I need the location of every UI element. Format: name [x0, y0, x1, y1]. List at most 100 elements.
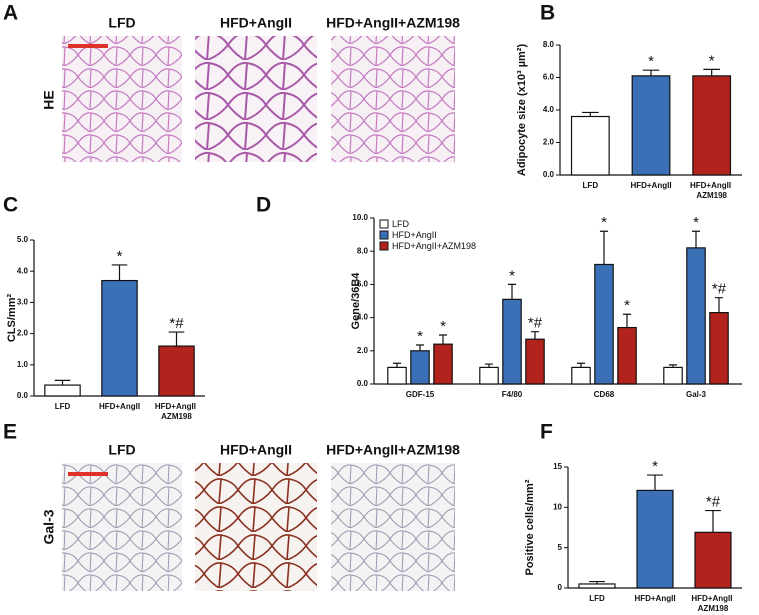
bar — [709, 312, 729, 385]
bar — [158, 345, 195, 397]
bar — [387, 366, 407, 385]
y-tick-label: 3.0 — [17, 298, 29, 307]
x-tick-label: HFD+AngII AZM198 — [155, 402, 198, 421]
column-label: HFD+AngII+AZM198 — [326, 442, 460, 458]
column-label: HFD+AngII — [220, 15, 292, 31]
y-axis-label: CLS/mm² — [6, 294, 18, 343]
panel-letter: E — [3, 421, 17, 444]
significance-label: * — [693, 214, 699, 231]
histology-image — [62, 463, 182, 591]
y-tick-label: 0 — [558, 583, 563, 592]
y-tick-label: 5 — [558, 543, 563, 552]
bar — [44, 384, 81, 397]
histology-image — [195, 463, 317, 591]
error-bar — [530, 331, 540, 340]
y-tick-label: 4.0 — [543, 105, 555, 114]
panel-letter: F — [540, 421, 553, 444]
x-tick-label: LFD — [589, 594, 605, 603]
column-label: HFD+AngII — [220, 442, 292, 458]
y-axis-label: Adipocyte size (x10³ µm²) — [516, 44, 528, 177]
error-bar — [438, 334, 448, 345]
error-bar — [576, 362, 586, 368]
error-bar — [54, 379, 71, 386]
error-bar — [714, 297, 724, 313]
x-tick-label: GDF-15 — [406, 390, 435, 399]
y-tick-label: 2.0 — [17, 329, 29, 338]
y-tick-label: 0.0 — [543, 170, 555, 179]
chart: 0.0 1.0 2.0 3.0 4.0 5.0 CLS/mm² LFD HFD+AngII * HF… — [6, 235, 205, 421]
y-tick-label: 1.0 — [17, 360, 29, 369]
error-bar — [484, 363, 494, 368]
error-bar — [415, 344, 425, 351]
y-tick-label: 10 — [553, 502, 562, 511]
legend-swatch — [379, 241, 389, 251]
x-tick-label: HFD+AngII — [99, 402, 140, 411]
histology-image — [331, 463, 455, 591]
x-tick-label: HFD+AngII — [630, 181, 671, 190]
error-bar — [622, 313, 632, 328]
bar — [692, 75, 732, 176]
y-tick-label: 6.0 — [543, 73, 555, 82]
bar — [578, 583, 616, 589]
error-bar — [392, 362, 402, 368]
y-tick-label: 2.0 — [357, 346, 369, 355]
x-tick-label: F4/80 — [502, 390, 523, 399]
row-label: HE — [41, 90, 57, 109]
y-tick-label: 8.0 — [357, 246, 369, 255]
significance-label: * — [440, 318, 446, 335]
error-bar — [705, 509, 721, 533]
error-bar — [599, 230, 609, 265]
bar — [631, 75, 671, 176]
bar — [502, 298, 522, 385]
histology-image — [195, 36, 317, 162]
error-bar — [582, 111, 599, 117]
significance-label: *# — [706, 494, 721, 511]
y-tick-label: 10.0 — [352, 213, 368, 222]
panel-letter: C — [3, 194, 18, 217]
image-row-gal3: LFD HFD+AngII HFD+AngII+AZM198 Gal-3 — [41, 442, 460, 591]
chart: 0.0 2.0 4.0 6.0 8.0 10.0 Gene/36B4 GDF-15 * * F4/8… — [350, 213, 742, 399]
significance-label: * — [601, 214, 607, 231]
y-axis-label: Positive cells/mm² — [524, 479, 536, 575]
significance-label: * — [652, 458, 658, 475]
bar — [433, 343, 453, 385]
column-label: LFD — [108, 15, 135, 31]
significance-label: *# — [169, 315, 184, 332]
error-bar — [507, 283, 517, 300]
panel-letter: B — [540, 2, 555, 25]
y-tick-label: 8.0 — [543, 40, 555, 49]
bar — [410, 350, 430, 385]
error-bar — [111, 264, 128, 281]
significance-label: * — [709, 52, 715, 69]
significance-label: *# — [712, 281, 727, 298]
y-tick-label: 5.0 — [17, 235, 29, 244]
legend-label: LFD — [392, 219, 410, 229]
bar — [686, 247, 706, 385]
bar — [570, 115, 610, 176]
x-tick-label: Gal-3 — [686, 390, 707, 399]
bar — [694, 531, 732, 589]
histology-image — [331, 36, 455, 162]
significance-label: * — [417, 328, 423, 345]
y-tick-label: 2.0 — [543, 138, 555, 147]
image-row-he: LFD HFD+AngII HFD+AngII+AZM198 HE — [41, 15, 460, 162]
y-axis-label: Gene/36B4 — [350, 272, 362, 330]
x-tick-label: HFD+AngII AZM198 — [690, 181, 733, 200]
error-bar — [589, 580, 605, 584]
x-tick-label: HFD+AngII AZM198 — [691, 594, 734, 613]
y-tick-label: 6.0 — [357, 280, 369, 289]
x-tick-label: HFD+AngII — [634, 594, 675, 603]
x-tick-label: LFD — [55, 402, 71, 411]
bar — [101, 279, 138, 397]
significance-label: * — [624, 297, 630, 314]
significance-label: * — [509, 267, 515, 284]
error-bar — [703, 68, 720, 76]
error-bar — [642, 69, 660, 76]
bar — [636, 489, 674, 589]
bar — [663, 366, 683, 385]
histology-image — [62, 36, 182, 162]
y-tick-label: 4.0 — [357, 313, 369, 322]
significance-label: * — [648, 53, 654, 70]
bar — [479, 366, 499, 385]
